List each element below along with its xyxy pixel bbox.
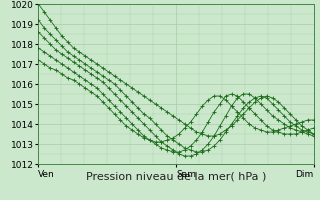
Text: Ven: Ven (38, 170, 55, 179)
Text: Dim: Dim (295, 170, 314, 179)
X-axis label: Pression niveau de la mer( hPa ): Pression niveau de la mer( hPa ) (86, 172, 266, 182)
Text: Sam: Sam (176, 170, 196, 179)
